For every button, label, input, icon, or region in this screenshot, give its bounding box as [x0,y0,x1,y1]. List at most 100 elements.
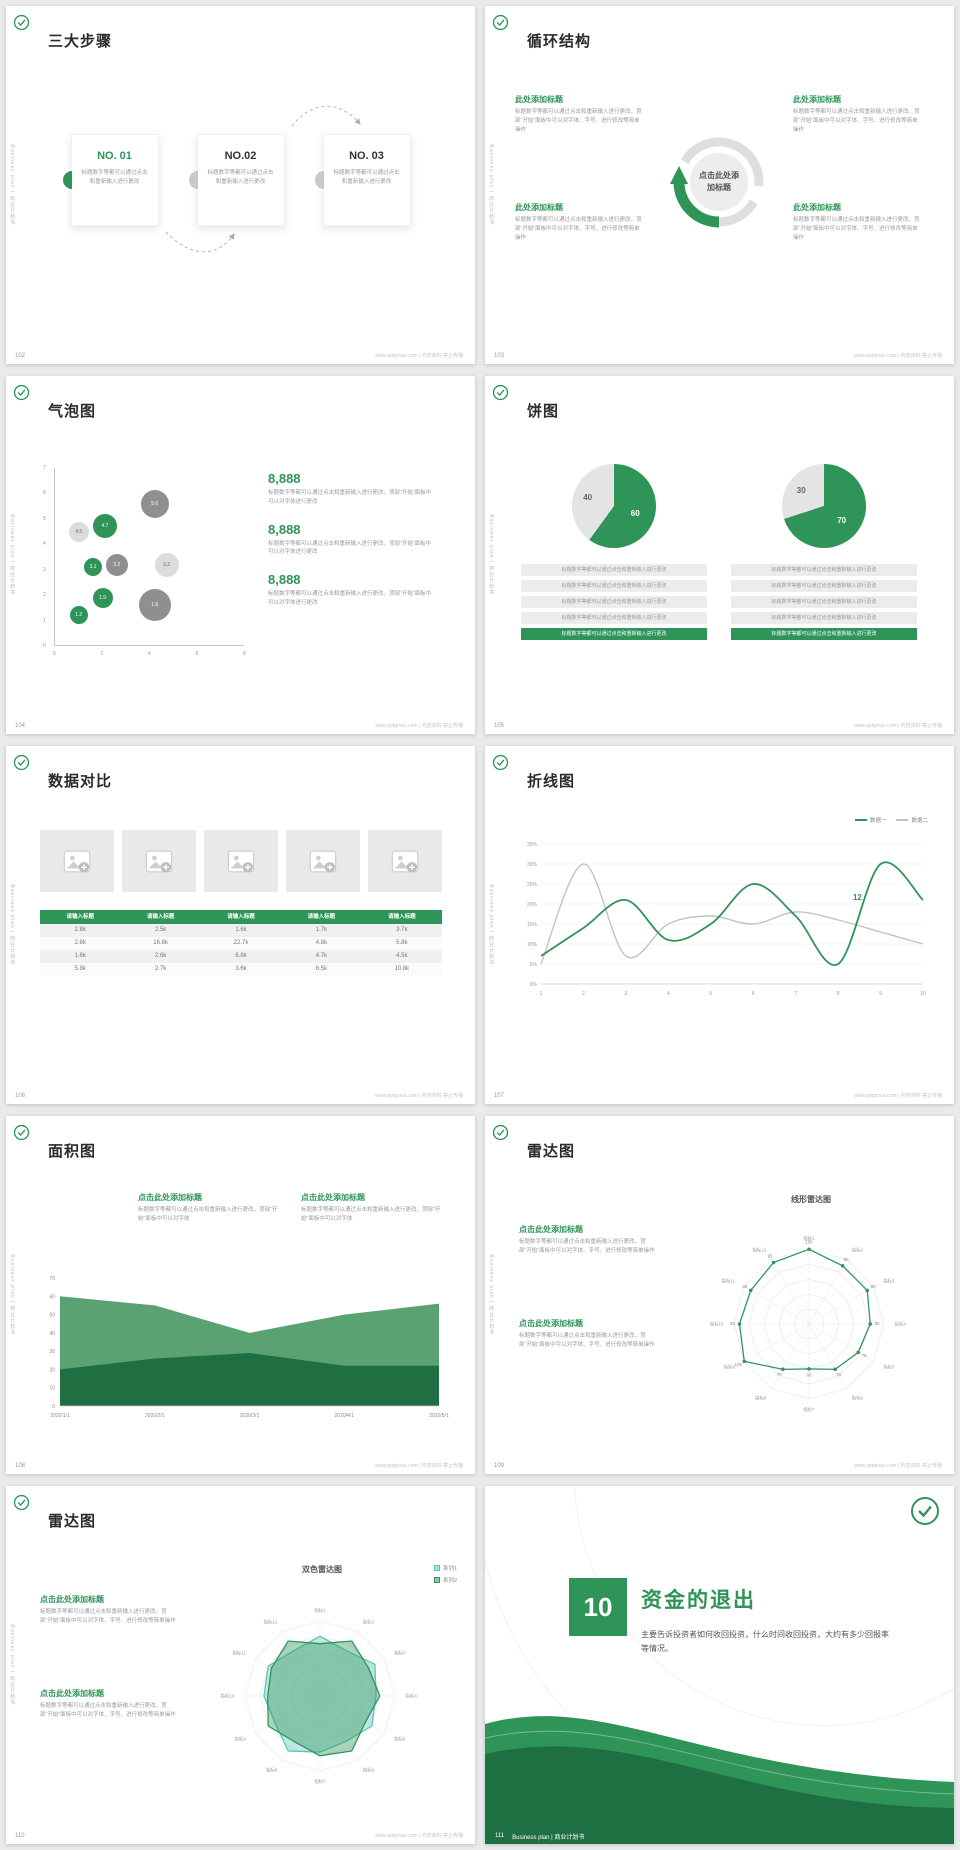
y-tick-label: 0 [43,643,46,649]
image-icon [145,850,173,872]
y-tick-label: 0% [530,982,538,988]
image-icon [227,850,255,872]
slide-108[interactable]: Business plan | 商业计划书 面积图 点击此处添加标题 标题数字等… [6,1116,475,1474]
image-icon [63,850,91,872]
stat-desc: 标题数字等都可以通过点击和重新输入进行更改，顶部“开始”面板中可以对字体进行更改 [268,490,432,505]
image-placeholder[interactable] [40,830,114,892]
stat-item[interactable]: 8,888 标题数字等都可以通过点击和重新输入进行更改，顶部“开始”面板中可以对… [268,471,433,507]
image-icon [309,850,337,872]
x-tick-label: 10 [920,991,926,997]
step-card-3[interactable]: NO. 03 标题数字等都可以通过点击和重新输入进行更改 [314,134,411,226]
bubble-chart: 0 1 2 3 4 5 6 7 0 2 4 6 8 4.5 4.7 5.6 3.1 3.2 3.2 1.9 1.2 1.6 [43,465,246,657]
text-block[interactable]: 此处添加标题 标题数字等都可以通过点击和重新输入进行更改，顶部“开始”面板中可以… [515,94,643,135]
slide-106[interactable]: Business plan | 商业计划书 数据对比 请输入标题 请输入标题 请输入… [6,746,475,1104]
legend-item[interactable]: 系列2 [433,1576,457,1584]
brand-logo-icon [492,14,509,31]
text-block[interactable]: 点击此处添加标题 标题数字等都可以通过点击和重新输入进行更改，顶部“开始”面板中… [138,1192,286,1224]
slide-111[interactable]: 10 资金的退出 主要告诉投资者如何收回投资，什么时间收回投资，大约有多少回报率… [485,1486,954,1844]
text-block[interactable]: 此处添加标题 标题数字等都可以通过点击和重新输入进行更改，顶部“开始”面板中可以… [793,202,921,243]
slide-103[interactable]: Business plan | 商业计划书 循环结构 点击此处添加标题 此处添加… [485,6,954,364]
text-block[interactable]: 点击此处添加标题 标题数字等都可以通过点击和重新输入进行更改，顶部“开始”面板中… [40,1688,178,1720]
axis-label: 指标11 [233,1650,247,1657]
legend-label: 数据一 [869,818,887,824]
table-row: 1.6k 2.6k 6.8k 4.7k 4.5k [40,950,442,963]
block-body: 标题数字等都可以通过点击和重新输入进行更改，顶部“开始”面板中可以对字体 [301,1207,441,1223]
header-cell: 请输入标题 [388,914,416,920]
y-tick-label: 4 [43,541,46,548]
site-footer: www.pptgroux.com | 内容资料 禁止传播 [375,1463,463,1469]
block-heading: 点击此处添加标题 [301,1193,365,1202]
y-tick-label: 5 [43,515,46,522]
comparison-table: 请输入标题 请输入标题 请输入标题 请输入标题 请输入标题 2.8k 2.5k 1.6k 1.7… [40,910,442,976]
text-block[interactable]: 点击此处添加标题 标题数字等都可以通过点击和重新输入进行更改，顶部“开始”面板中… [301,1192,449,1224]
caption-row: 标题数字等都可以通过点击和重新输入进行更改 [731,564,917,576]
data-cell: 6.8k [235,953,247,959]
footer-brand-text: Business plan | 商业计划书 [512,1834,585,1841]
y-tick-label: 6 [43,490,46,497]
x-tick-label: 4 [148,651,151,657]
axis-label: 指标8 [266,1767,278,1774]
axis-label: 指标6 [363,1767,375,1774]
slide-109[interactable]: Business plan | 商业计划书 雷达图 点击此处添加标题 标题数字等… [485,1116,954,1474]
x-tick-label: 4 [667,991,670,997]
data-cell: 2.8k [74,940,86,946]
stat-item[interactable]: 8,888 标题数字等都可以通过点击和重新输入进行更改，顶部“开始”面板中可以对… [268,572,433,608]
image-placeholder[interactable] [204,830,278,892]
vertical-brand-text: Business plan | 商业计划书 [9,1624,15,1706]
slide-102[interactable]: Business plan | 商业计划书 三大步骤 NO. 01 标题数字等都… [6,6,475,364]
stat-desc: 标题数字等都可以通过点击和重新输入进行更改，顶部“开始”面板中可以对字体进行更改 [268,591,432,606]
table-row: 2.8k 16.8k 22.7k 4.8k 5.8k [40,937,442,950]
stat-value: 8,888 [268,521,301,537]
y-tick-label: 70 [49,1276,55,1282]
data-cell: 4.8k [315,940,328,946]
text-block[interactable]: 点击此处添加标题 标题数字等都可以通过点击和重新输入进行更改，顶部“开始”面板中… [40,1594,178,1626]
legend-item[interactable]: 系列1 [433,1564,457,1572]
text-block[interactable]: 此处添加标题 标题数字等都可以通过点击和重新输入进行更改，顶部“开始”面板中可以… [515,202,643,243]
data-point [748,1288,753,1293]
text-block[interactable]: 点击此处添加标题 标题数字等都可以通过点击和重新输入进行更改，顶部“开始”面板中… [519,1224,657,1256]
value-label: 90 [844,1257,849,1262]
brand-logo-icon [492,754,509,771]
slide-110[interactable]: Business plan | 商业计划书 雷达图 点击此处添加标题 标题数字等… [6,1486,475,1844]
slide-title: 数据对比 [48,773,113,790]
radar-chart: 指标1 指标2 指标3 指标4 指标5 指标6 指标7 指标8 指标9 指标10 指标11 指标12 [221,1607,418,1785]
series-line [540,863,924,965]
table-row: 2.8k 2.5k 1.6k 1.7k 3.7k [40,924,442,937]
legend-item[interactable]: 数据一 [854,816,887,824]
slide-105[interactable]: Business plan | 商业计划书 饼图 60 40 标题数字等都可以通过… [485,376,954,734]
data-cell: 16.8k [153,940,168,946]
page-number: 110 [15,1833,25,1839]
image-placeholder[interactable] [286,830,360,892]
step-number: NO.02 [224,150,257,162]
data-cell: 2.8k [74,927,86,933]
stat-item[interactable]: 8,888 标题数字等都可以通过点击和重新输入进行更改，顶部“开始”面板中可以对… [268,522,433,558]
page-number: 103 [494,353,505,359]
x-tick-label: 8 [837,991,840,997]
radar-chart: 指标1 指标2 指标3 指标4 指标5 指标6 指标7 指标8 指标9 指标10 指标11 指标12 1… [710,1235,907,1413]
bubble: 1.6 [138,589,171,622]
text-block[interactable]: 此处添加标题 标题数字等都可以通过点击和重新输入进行更改，顶部“开始”面板中可以… [793,94,921,135]
radar-spoke [319,1695,358,1761]
image-placeholder[interactable] [122,830,196,892]
block-heading: 此处添加标题 [793,203,841,212]
data-cell: 1.7k [315,927,328,933]
step-card-2[interactable]: NO.02 标题数字等都可以通过点击和重新输入进行更改 [188,134,285,226]
slide-104[interactable]: Business plan | 商业计划书 气泡图 0 1 2 3 4 5 6 7 0 2 4 6 8 4… [6,376,475,734]
stat-value: 8,888 [268,471,301,486]
value-label: 90 [742,1284,747,1289]
legend-item[interactable]: 数据二 [896,816,928,824]
x-tick-label: 2020/4/1 [335,1413,355,1419]
image-placeholder[interactable] [368,830,442,892]
caption-row: 标题数字等都可以通过点击和重新输入进行更改 [521,628,707,640]
text-block[interactable]: 点击此处添加标题 标题数字等都可以通过点击和重新输入进行更改，顶部“开始”面板中… [519,1318,657,1350]
page-number: 102 [15,353,26,359]
value-label: 100 [735,1362,743,1367]
step-card-1[interactable]: NO. 01 标题数字等都可以通过点击和重新输入进行更改 [62,134,159,226]
data-point [781,1367,785,1372]
x-tick-label: 2020/2/1 [145,1413,165,1419]
legend-label: 系列1 [442,1566,457,1572]
slide-title: 雷达图 [527,1143,576,1160]
page-number: 105 [494,723,505,729]
slide-107[interactable]: Business plan | 商业计划书 折线图 数据一 数据二 0% 5% 10… [485,746,954,1104]
block-heading: 点击此处添加标题 [40,1689,104,1698]
